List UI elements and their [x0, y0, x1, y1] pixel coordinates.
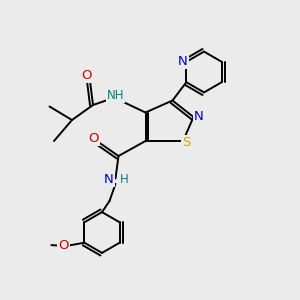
Text: O: O	[88, 132, 99, 146]
Text: H: H	[119, 172, 128, 186]
Text: N: N	[194, 110, 204, 123]
Text: N: N	[104, 172, 114, 186]
Text: O: O	[82, 69, 92, 82]
Text: S: S	[182, 136, 191, 149]
Text: NH: NH	[107, 89, 124, 102]
Text: N: N	[178, 55, 188, 68]
Text: O: O	[58, 238, 69, 252]
